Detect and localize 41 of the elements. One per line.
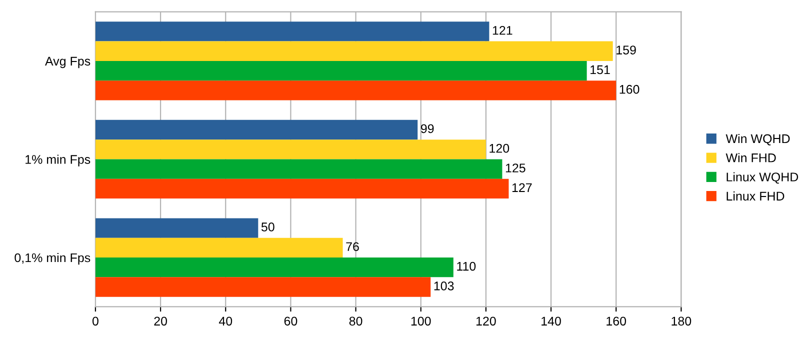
- x-tick-label: 120: [476, 316, 496, 326]
- y-tick-label: 0,1% min Fps: [14, 252, 90, 265]
- data-label: 121: [492, 26, 512, 35]
- x-tick-label: 40: [218, 316, 232, 326]
- bar: [95, 120, 418, 140]
- data-label: 125: [506, 164, 526, 172]
- data-label: 127: [512, 183, 532, 192]
- bar: [95, 22, 490, 42]
- bar: [95, 218, 258, 238]
- x-tick-label: 20: [154, 316, 168, 326]
- bar: [95, 159, 502, 179]
- x-tick-label: 140: [542, 316, 561, 326]
- bar: [95, 258, 454, 278]
- x-tick-label: 0: [92, 316, 98, 326]
- y-tick-label: 1% min Fps: [26, 154, 90, 166]
- x-tick-label: 160: [606, 316, 626, 326]
- x-tick-label: 180: [672, 316, 692, 326]
- data-label: 50: [261, 222, 274, 232]
- data-label: 76: [346, 242, 359, 252]
- legend-label: Win WQHD: [726, 134, 790, 146]
- bar: [95, 178, 509, 199]
- y-tick-label: Avg Fps: [44, 56, 90, 68]
- data-label: 120: [490, 144, 510, 153]
- data-label: 110: [457, 262, 476, 271]
- x-tick-label: 100: [411, 316, 431, 326]
- legend-label: Win FHD: [726, 153, 776, 162]
- data-label: 103: [434, 282, 454, 290]
- bar: [95, 140, 486, 160]
- bar: [95, 60, 587, 81]
- bar: [95, 238, 343, 258]
- bar: [95, 277, 431, 297]
- data-label: 151: [590, 65, 610, 74]
- x-tick-label: 60: [284, 316, 298, 326]
- data-label: 99: [420, 124, 434, 134]
- data-label: 159: [616, 46, 636, 54]
- x-tick-label: 80: [349, 316, 362, 326]
- bar: [95, 41, 613, 61]
- legend-label: Linux FHD: [726, 191, 784, 201]
- legend-label: Linux WQHD: [726, 172, 798, 184]
- bar: [95, 80, 616, 100]
- data-label: 160: [620, 84, 640, 94]
